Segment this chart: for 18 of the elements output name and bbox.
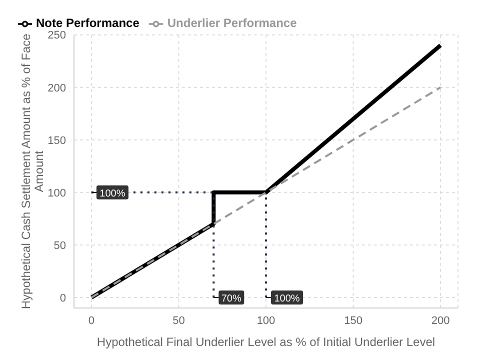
x-tick-label: 0 (88, 314, 95, 327)
y-tick-label: 200 (48, 82, 66, 94)
x-tick-label: 100 (256, 314, 276, 327)
y-tick-label: 0 (60, 292, 66, 304)
y-axis-title: Hypothetical Cash Settlement Amount as % of Face Amount (19, 33, 46, 310)
y-tick-label: 250 (48, 30, 66, 42)
x-tick-label: 150 (344, 314, 362, 327)
x-tick-label: 200 (431, 314, 450, 327)
x-axis-title: Hypothetical Final Underlier Level as % of Initial Underlier Level (96, 335, 436, 349)
y-tick-label: 150 (48, 134, 66, 147)
annotation: 70% (221, 293, 242, 304)
annotation: 100% (100, 188, 126, 200)
legend-label: Note Performance (36, 16, 140, 30)
legend-label: Underlier Performance (167, 16, 297, 30)
x-tick-label: 50 (172, 314, 185, 327)
y-tick-label: 100 (48, 187, 66, 200)
annotation: 100% (274, 293, 300, 304)
y-tick-label: 50 (54, 240, 66, 252)
